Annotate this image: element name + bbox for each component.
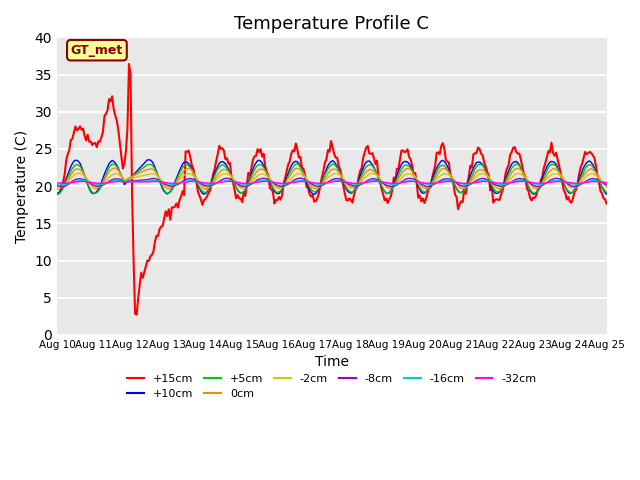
Legend: +15cm, +10cm, +5cm, 0cm, -2cm, -8cm, -16cm, -32cm: +15cm, +10cm, +5cm, 0cm, -2cm, -8cm, -16… <box>123 370 541 404</box>
Y-axis label: Temperature (C): Temperature (C) <box>15 130 29 243</box>
Text: GT_met: GT_met <box>71 44 123 57</box>
Title: Temperature Profile C: Temperature Profile C <box>234 15 429 33</box>
X-axis label: Time: Time <box>315 355 349 370</box>
